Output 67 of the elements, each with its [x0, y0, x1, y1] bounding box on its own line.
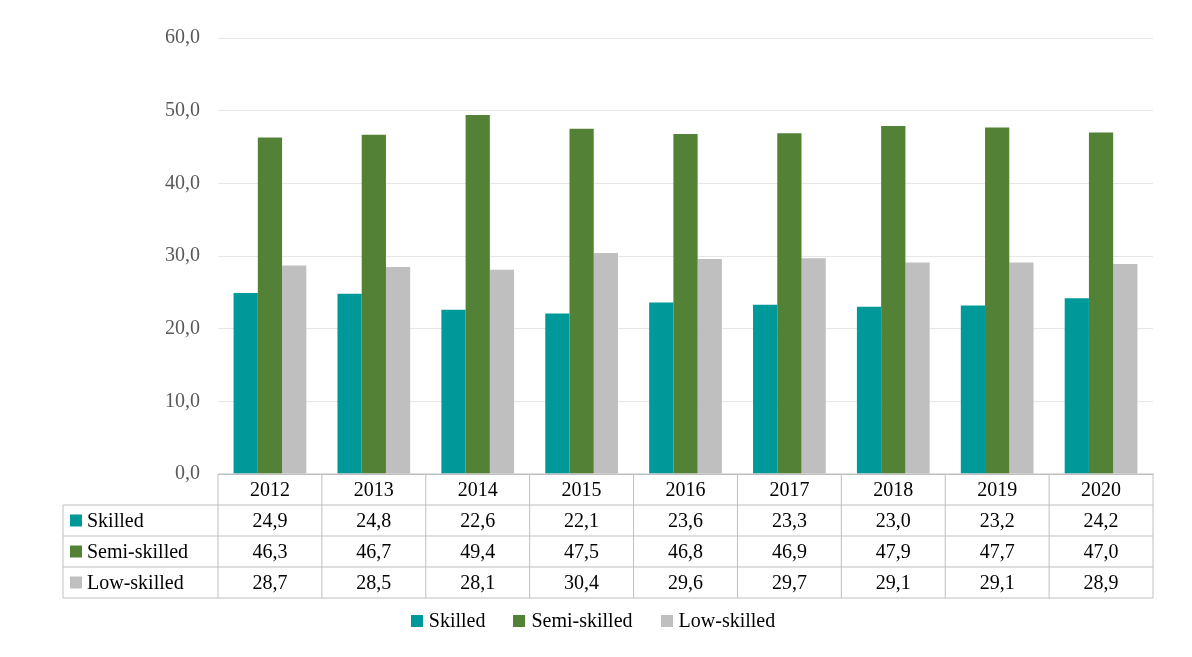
data-label: 49,4	[460, 539, 496, 562]
bar	[649, 302, 674, 474]
y-tick-label: 0,0	[175, 461, 200, 484]
x-tick-label: 2012	[249, 477, 290, 500]
bar	[1088, 132, 1114, 474]
x-tick-label: 2016	[665, 477, 706, 500]
bar	[777, 133, 802, 474]
data-label: 23,0	[875, 508, 911, 531]
bar	[545, 313, 570, 474]
bar	[881, 125, 906, 474]
legend-label: Semi-skilled	[87, 539, 189, 562]
legend-label: Low-skilled	[678, 609, 776, 632]
bar	[985, 127, 1010, 474]
y-tick-label: 20,0	[165, 315, 200, 338]
x-tick-label: 2013	[353, 477, 394, 500]
data-label: 28,5	[356, 570, 392, 593]
bar	[361, 134, 386, 474]
x-tick-label: 2017	[769, 477, 810, 500]
data-label: 23,6	[668, 508, 703, 531]
y-tick-label: 30,0	[165, 243, 200, 266]
bar	[960, 305, 986, 474]
data-label: 46,9	[771, 539, 807, 562]
y-tick-label: 60,0	[165, 25, 200, 48]
bar	[257, 137, 283, 474]
text: Low-skilled	[87, 570, 184, 593]
data-label: 28,9	[1083, 570, 1119, 593]
data-label: 24,8	[356, 508, 392, 531]
bar	[753, 304, 778, 474]
bar	[673, 133, 698, 474]
bar	[441, 309, 466, 474]
bar	[233, 293, 258, 474]
data-label: 47,7	[979, 539, 1015, 562]
data-label: 47,5	[564, 539, 600, 562]
x-tick-label: 2020	[1081, 477, 1122, 500]
data-label: 29,7	[771, 570, 807, 593]
bar	[1064, 298, 1089, 474]
data-label: 22,1	[564, 508, 600, 531]
y-tick-label: 50,0	[165, 97, 200, 120]
bar	[337, 293, 362, 474]
text: Semi-skilled	[531, 609, 633, 631]
data-label: 28,1	[460, 570, 496, 593]
data-label: 24,2	[1083, 508, 1119, 531]
x-tick-label: 2018	[873, 477, 914, 500]
x-tick-label: 2014	[457, 477, 498, 500]
data-label: 24,9	[252, 508, 288, 531]
y-tick-label: 10,0	[165, 388, 200, 411]
data-label: 23,3	[771, 508, 807, 531]
data-label: 46,3	[252, 539, 288, 562]
bar	[465, 115, 490, 474]
data-label: 23,2	[979, 508, 1015, 531]
text: Skilled	[428, 609, 486, 631]
y-tick-label: 40,0	[165, 170, 200, 193]
bar	[856, 306, 882, 474]
bar	[569, 128, 594, 474]
data-label: 22,6	[460, 508, 496, 531]
data-label: 29,1	[979, 570, 1015, 593]
data-label: 29,6	[668, 570, 703, 593]
data-label: 46,7	[356, 539, 392, 562]
x-tick-label: 2015	[561, 477, 602, 500]
data-label: 30,4	[564, 570, 600, 593]
x-tick-label: 2019	[977, 477, 1018, 500]
data-label: 47,9	[875, 539, 911, 562]
data-label: 28,7	[252, 570, 288, 593]
legend-label: Skilled	[87, 508, 144, 531]
data-label: 47,0	[1083, 539, 1119, 562]
data-label: 46,8	[668, 539, 703, 562]
data-label: 29,1	[875, 570, 911, 593]
